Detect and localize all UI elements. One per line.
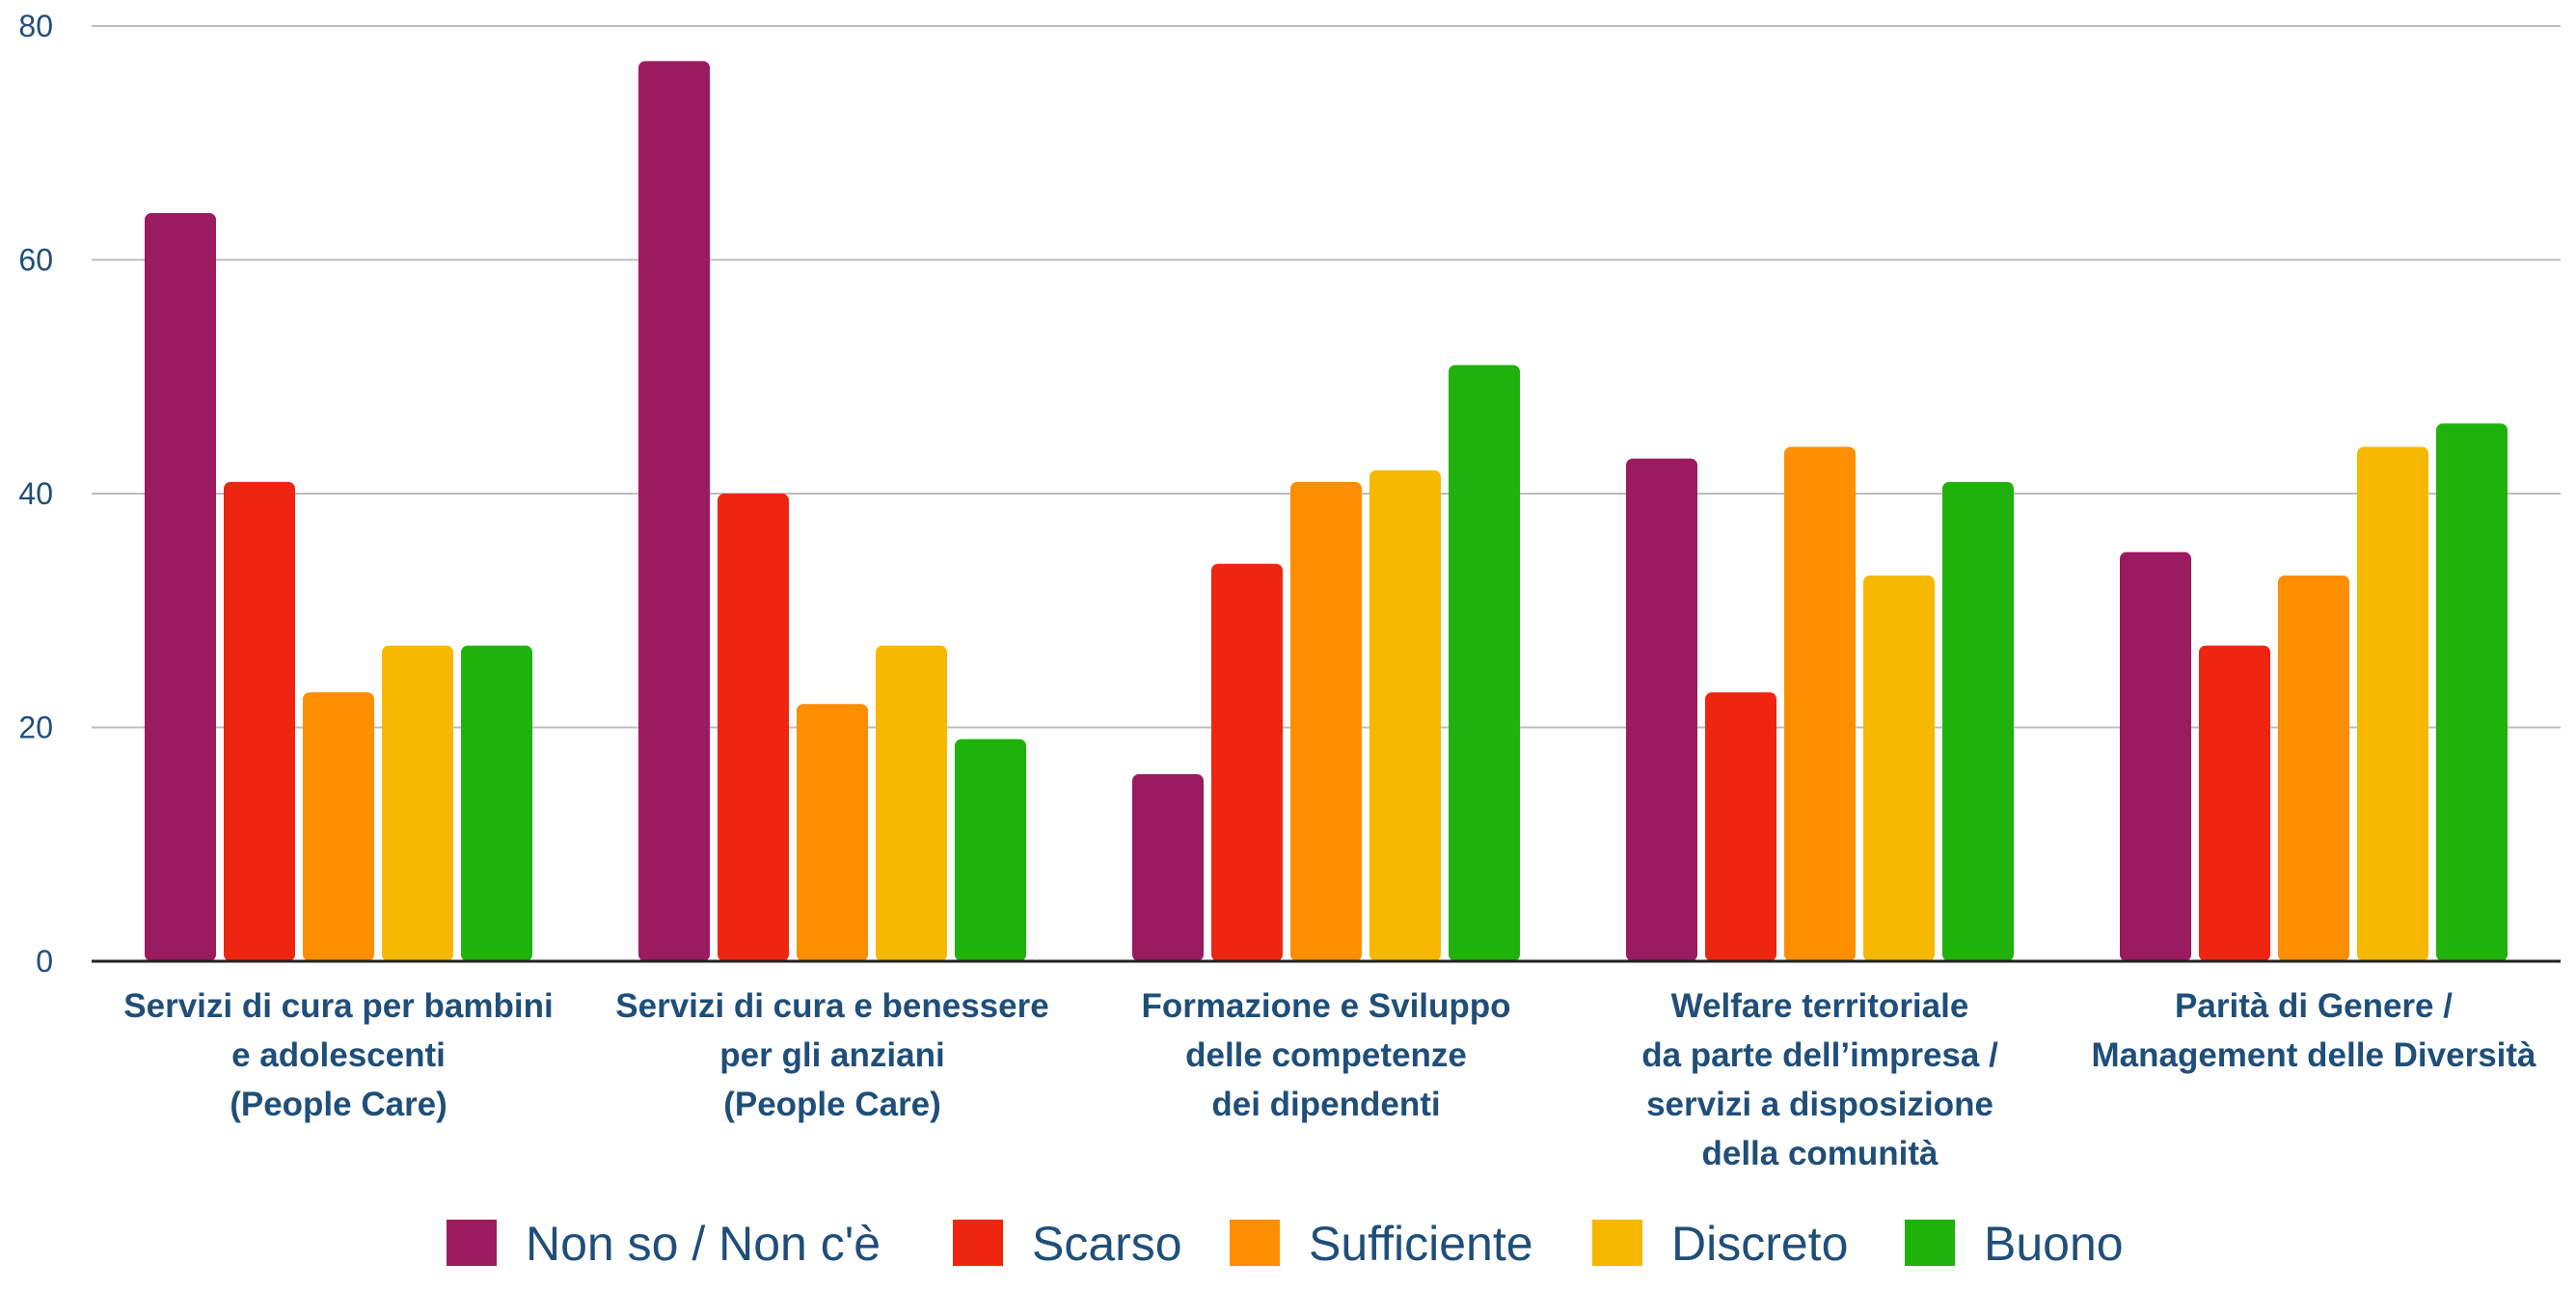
bar xyxy=(876,646,947,961)
bars xyxy=(145,61,2508,961)
legend-swatch xyxy=(1592,1220,1642,1266)
bar xyxy=(461,646,532,961)
bar xyxy=(1369,470,1441,961)
category-label-line: Formazione e Sviluppo xyxy=(1141,987,1510,1025)
category-label: Servizi di cura e benessere per gli anzia… xyxy=(615,987,1048,1123)
y-axis-ticks: 0 20 40 60 80 xyxy=(18,9,53,979)
bar xyxy=(1942,482,2014,961)
category-label-line: della comunità xyxy=(1701,1135,1939,1172)
bar xyxy=(1784,447,1856,962)
legend-label: Scarso xyxy=(1032,1217,1182,1271)
legend-label: Discreto xyxy=(1671,1217,1848,1271)
bar xyxy=(2120,552,2191,961)
legend: Non so / Non c'è Scarso Sufficiente Discret… xyxy=(447,1217,2124,1271)
bar xyxy=(1449,365,1520,961)
category-label-line: Welfare territoriale xyxy=(1671,987,1969,1025)
y-tick-label: 0 xyxy=(36,944,53,979)
bar xyxy=(1211,564,1283,961)
category-label-line: servizi a disposizione xyxy=(1646,1086,1993,1123)
category-labels: Servizi di cura per bambini e adolescenti… xyxy=(123,987,2536,1172)
bar xyxy=(2278,576,2349,961)
bar xyxy=(955,739,1026,961)
y-tick-label: 80 xyxy=(18,9,53,43)
category-label-line: delle competenze xyxy=(1185,1036,1467,1074)
legend-swatch xyxy=(1905,1220,1955,1266)
bar xyxy=(1626,459,1697,961)
category-label: Servizi di cura per bambini e adolescenti… xyxy=(123,987,553,1123)
bar xyxy=(1132,774,1204,961)
category-label-line: per gli anziani xyxy=(719,1036,944,1074)
bar xyxy=(797,704,868,961)
bar xyxy=(2199,646,2270,961)
category-label: Parità di Genere / Management delle Diver… xyxy=(2092,987,2537,1074)
category-label-line: (People Care) xyxy=(230,1086,447,1123)
bar xyxy=(2436,423,2508,961)
category-label: Welfare territoriale da parte dell’impres… xyxy=(1641,987,1998,1172)
legend-label: Buono xyxy=(1984,1217,2124,1271)
category-label-line: Parità di Genere / xyxy=(2175,987,2453,1025)
bar xyxy=(224,482,295,961)
bar xyxy=(1863,576,1935,961)
legend-label: Sufficiente xyxy=(1309,1217,1533,1271)
bar xyxy=(2357,447,2428,962)
bar xyxy=(145,213,216,961)
category-label-line: (People Care) xyxy=(723,1086,941,1123)
y-tick-label: 60 xyxy=(18,243,53,278)
bar xyxy=(1290,482,1362,961)
category-label-line: Servizi di cura per bambini xyxy=(123,987,553,1025)
category-label-line: dei dipendenti xyxy=(1211,1086,1440,1123)
category-label-line: e adolescenti xyxy=(231,1036,446,1074)
bar xyxy=(1705,692,1776,961)
bar xyxy=(718,494,789,961)
category-label: Formazione e Sviluppo delle competenze dei… xyxy=(1141,987,1510,1123)
legend-swatch xyxy=(1230,1220,1280,1266)
bar xyxy=(382,646,453,961)
bar xyxy=(303,692,374,961)
category-label-line: da parte dell’impresa / xyxy=(1641,1036,1998,1074)
y-tick-label: 40 xyxy=(18,476,53,511)
category-label-line: Servizi di cura e benessere xyxy=(615,987,1048,1025)
category-label-line: Management delle Diversità xyxy=(2092,1036,2537,1074)
y-tick-label: 20 xyxy=(18,711,53,745)
legend-swatch xyxy=(953,1220,1003,1266)
legend-label: Non so / Non c'è xyxy=(526,1217,881,1271)
bar xyxy=(638,61,710,961)
legend-swatch xyxy=(447,1220,497,1266)
